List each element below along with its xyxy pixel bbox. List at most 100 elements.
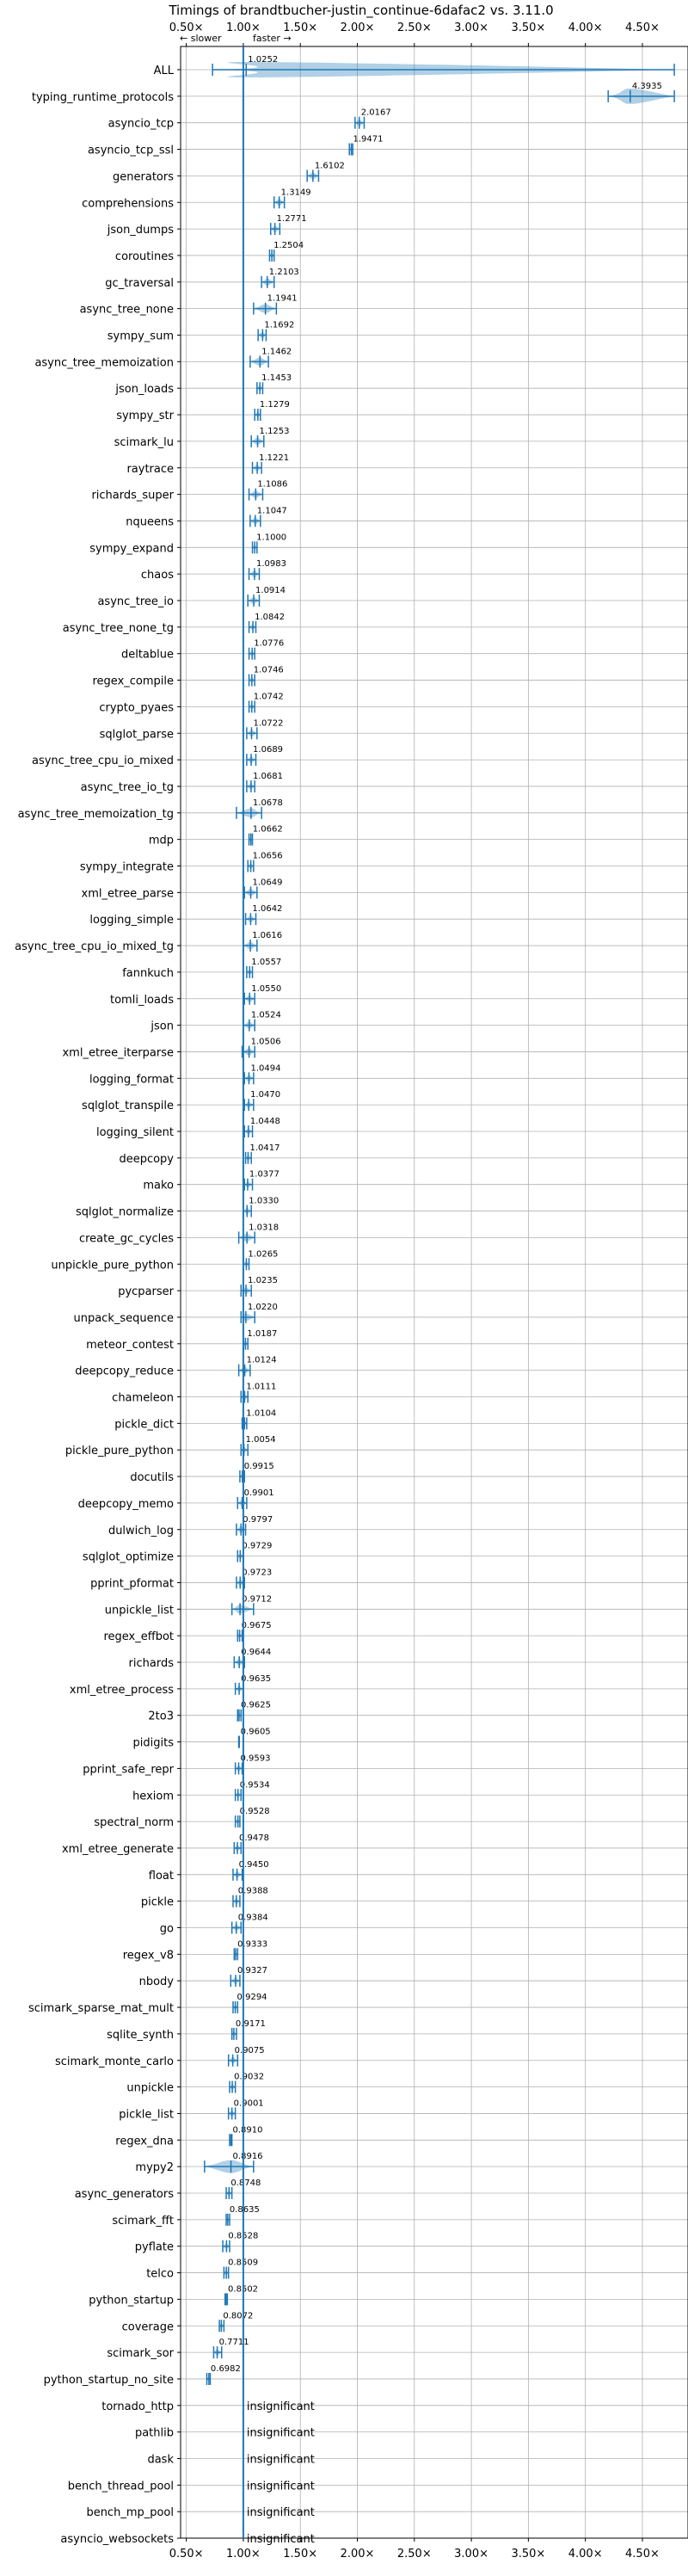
value-label-spectral-norm: 0.9528 [240, 1807, 270, 1816]
violin-deltablue [248, 647, 255, 660]
y-tick-label-sympy-str: sympy_str [116, 410, 174, 422]
violin-async-tree-none-tg [248, 620, 257, 633]
y-tick-label-logging-silent: logging_silent [96, 1126, 174, 1139]
value-label-async-tree-io: 1.0914 [255, 586, 286, 595]
violin-telco [223, 2266, 230, 2279]
value-label-chameleon: 1.0111 [246, 1383, 276, 1392]
violin-nqueens [249, 515, 261, 527]
y-tick-label-coverage: coverage [122, 2320, 174, 2333]
y-tick-label-bench-thread-pool: bench_thread_pool [68, 2480, 174, 2493]
value-label-scimark-sor: 0.7711 [219, 2338, 249, 2347]
y-tick-label-bench-mp-pool: bench_mp_pool [86, 2506, 174, 2519]
y-tick-label-regex-compile: regex_compile [92, 675, 174, 688]
y-tick-label-unpickle-list: unpickle_list [105, 1604, 174, 1617]
value-label-pprint-pformat: 0.9723 [242, 1568, 272, 1577]
value-label-pickle-dict: 1.0104 [246, 1408, 276, 1418]
value-label-deepcopy: 1.0417 [249, 1143, 280, 1153]
violin-comprehensions [273, 196, 286, 209]
violin-xml-etree-process [234, 1682, 244, 1695]
y-tick-label-asyncio-tcp-ssl: asyncio_tcp_ssl [88, 145, 174, 157]
value-label-nqueens: 1.1047 [257, 506, 287, 515]
violin-coroutines [268, 249, 275, 262]
y-tick-label-async-tree-none: async_tree_none [80, 304, 174, 317]
y-tick-label-scimark-lu: scimark_lu [114, 436, 174, 449]
x-tick-label-top: 2.00× [341, 22, 375, 34]
y-tick-label-deepcopy-reduce: deepcopy_reduce [75, 1365, 174, 1378]
violin-logging-simple [244, 913, 257, 926]
violin-chameleon [240, 1390, 249, 1403]
insignificant-label-bench-mp-pool: insignificant [247, 2506, 315, 2519]
x-tick-label-top: 3.00× [454, 22, 488, 34]
y-tick-label-asyncio-tcp: asyncio_tcp [108, 118, 174, 131]
y-tick-label-pickle-dict: pickle_dict [114, 1418, 174, 1431]
y-tick-label-generators: generators [113, 170, 174, 183]
y-tick-label-regex-effbot: regex_effbot [103, 1630, 174, 1643]
y-tick-label-async-tree-io-tg: async_tree_io_tg [81, 781, 174, 794]
value-label-dulwich-log: 0.9797 [243, 1515, 273, 1525]
violin-async-tree-none [253, 302, 278, 315]
value-label-logging-format: 1.0494 [250, 1063, 280, 1073]
violin-xml-etree-iterparse [241, 1045, 255, 1058]
x-tick-label-bottom: 1.00× [226, 2548, 261, 2561]
violin-deepcopy [244, 1151, 252, 1164]
violin-sympy-expand [251, 541, 258, 554]
y-tick-label-json-loads: json_loads [114, 383, 174, 396]
value-label-pidigits: 0.9605 [241, 1728, 271, 1737]
value-label-unpickle-list: 0.9712 [242, 1594, 272, 1604]
value-label-xml-etree-iterparse: 1.0506 [251, 1037, 281, 1046]
value-label-json-dumps: 1.2771 [277, 214, 307, 224]
y-tick-label-fannkuch: fannkuch [122, 967, 174, 980]
x-tick-label-bottom: 0.50× [169, 2548, 204, 2561]
y-tick-label-pprint-pformat: pprint_pformat [90, 1577, 174, 1590]
y-tick-label-mako: mako [143, 1180, 174, 1192]
y-tick-label-deepcopy-memo: deepcopy_memo [78, 1498, 174, 1511]
violin-spectral-norm [234, 1815, 241, 1828]
value-label-nbody: 0.9327 [237, 1966, 267, 1975]
violin-richards [233, 1656, 245, 1668]
x-tick-label-top: 1.00× [226, 22, 261, 34]
value-label-regex-v8: 0.9333 [237, 1939, 267, 1949]
y-tick-label-async-tree-memoization: async_tree_memoization [34, 356, 174, 369]
violin-richards-super [248, 488, 264, 501]
violin-sympy-sum [257, 329, 267, 342]
violin-deepcopy-memo [236, 1496, 248, 1509]
violin-create-gc-cycles [237, 1231, 255, 1244]
violin-json-dumps [269, 223, 281, 236]
value-label-pickle-list: 0.9001 [234, 2098, 264, 2108]
x-tick-label-bottom: 1.50× [283, 2548, 317, 2561]
value-label-async-tree-none: 1.1941 [267, 294, 298, 304]
y-tick-label-pickle-list: pickle_list [119, 2108, 174, 2121]
value-label-docutils: 0.9915 [244, 1462, 274, 1471]
violin-json-loads [256, 382, 264, 395]
insignificant-label-dask: insignificant [247, 2454, 315, 2467]
violin-sqlglot-transpile [243, 1099, 255, 1112]
violin-pickle [232, 1895, 241, 1907]
value-label-unpickle: 0.9032 [234, 2073, 264, 2082]
y-tick-label-dulwich-log: dulwich_log [108, 1525, 174, 1538]
insignificant-label-tornado-http: insignificant [247, 2400, 315, 2413]
violin-mako [243, 1178, 254, 1191]
y-tick-label-sqlglot-parse: sqlglot_parse [100, 728, 174, 741]
value-label-sqlglot-parse: 1.0722 [253, 718, 283, 728]
value-label-regex-compile: 1.0746 [254, 666, 284, 675]
y-tick-label-pycparser: pycparser [118, 1285, 174, 1298]
value-label-typing-runtime-protocols: 4.3935 [632, 82, 662, 91]
y-tick-label-json: json [150, 1020, 174, 1033]
value-label-coverage: 0.8072 [223, 2311, 253, 2320]
y-tick-label-python-startup-no-site: python_startup_no_site [44, 2374, 174, 2387]
y-tick-label-chameleon: chameleon [112, 1392, 174, 1405]
violin-coverage [218, 2320, 225, 2333]
y-tick-label-nqueens: nqueens [126, 515, 174, 528]
violin-async-tree-io-tg [246, 780, 255, 792]
y-tick-label-dask: dask [147, 2454, 174, 2467]
value-label-tomli-loads: 1.0550 [251, 984, 281, 994]
y-tick-label-logging-format: logging_format [89, 1073, 174, 1086]
value-label-unpickle-pure-python: 1.0265 [248, 1249, 278, 1259]
value-label-crypto-pyaes: 1.0742 [254, 692, 284, 701]
value-label-mako: 1.0377 [249, 1170, 280, 1180]
x-tick-label-bottom: 4.00× [568, 2548, 603, 2561]
value-label-scimark-lu: 1.1253 [260, 427, 290, 436]
y-tick-label-pprint-safe-repr: pprint_safe_repr [83, 1763, 174, 1776]
value-label-scimark-monte-carlo: 0.9075 [235, 2046, 265, 2055]
x-tick-label-top: 4.00× [568, 22, 603, 34]
